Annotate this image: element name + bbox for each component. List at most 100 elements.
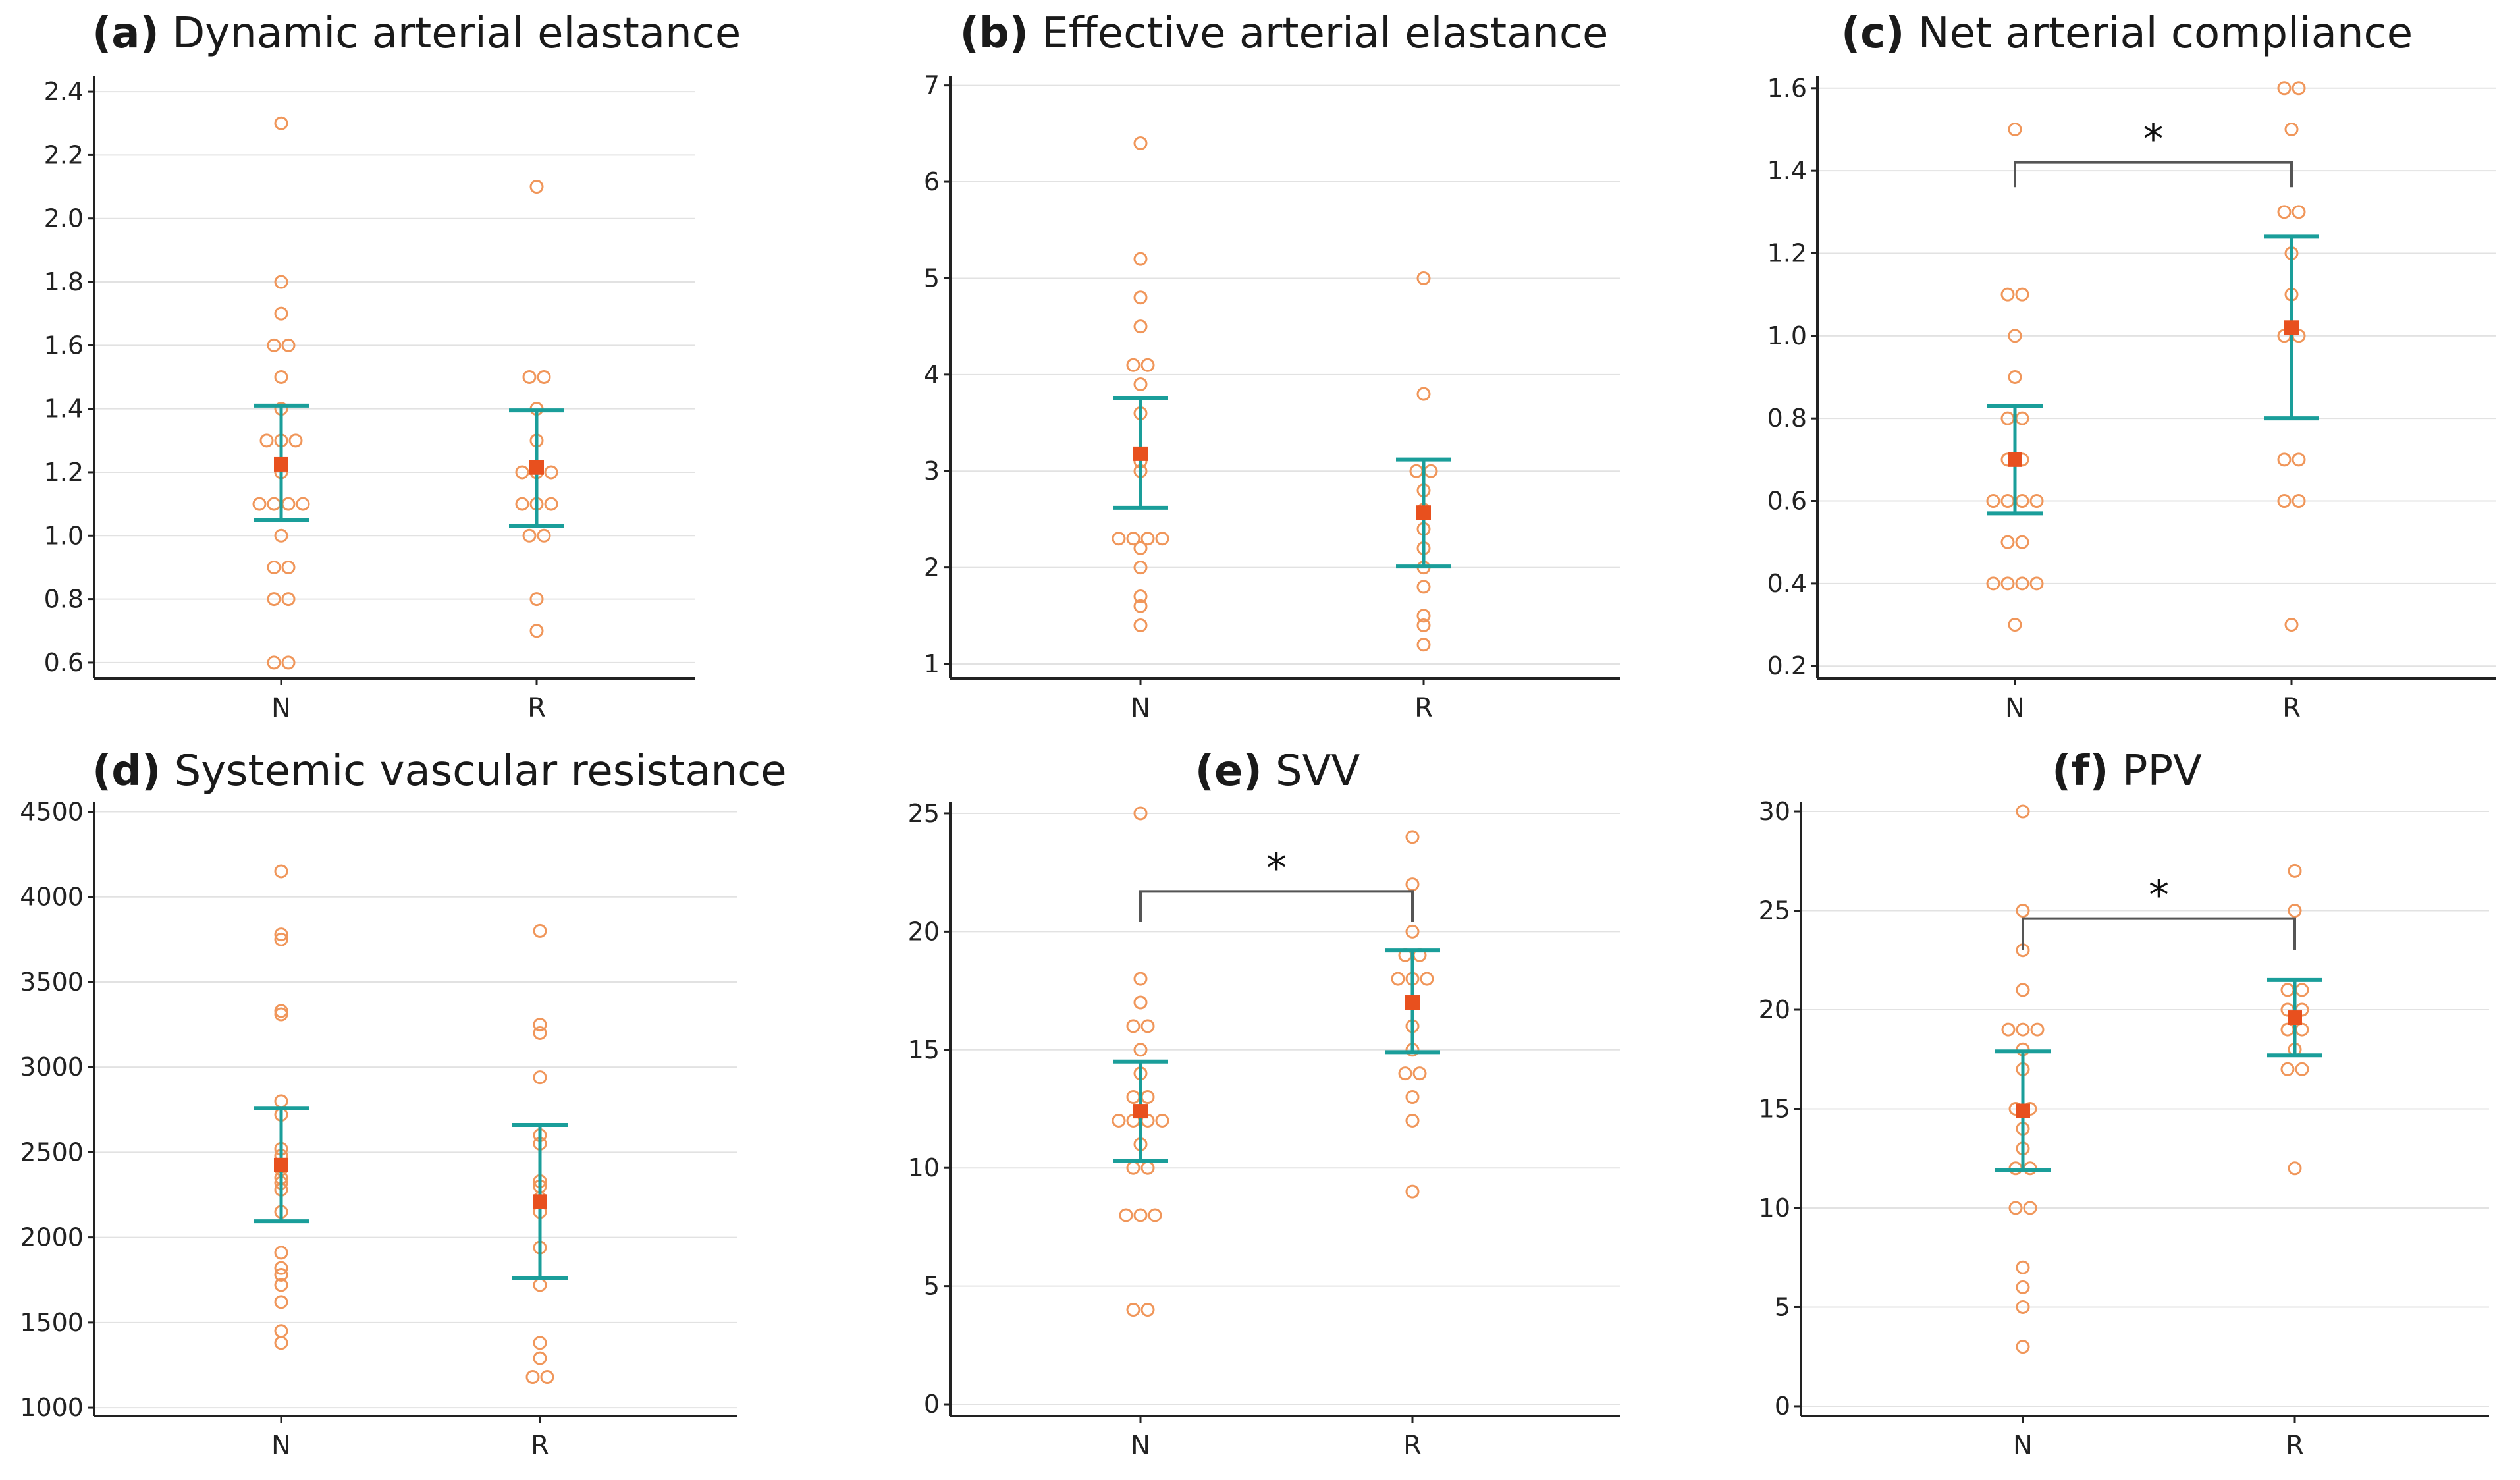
data-point [1140,1019,1155,1033]
data-point [2008,1201,2023,1215]
panel-b: (b) Effective arterial elastance 1 2 3 4 5 6 7… [856,0,1712,738]
data-point [288,433,303,448]
mean-marker [533,1194,547,1209]
data-point [1133,599,1148,613]
panel-letter: (d) [92,747,161,796]
panel-title-b: (b) Effective arterial elastance [955,9,1613,58]
data-point [274,864,288,879]
panel-title-e: (e) SVV [1054,747,1501,796]
data-point [533,1336,547,1350]
data-point [259,433,274,448]
panel-d: (d) Systemic vascular resistance 1000 150… [0,738,856,1477]
significance-bracket [2014,161,2293,188]
y-tick-label: 2.0 [44,204,84,233]
data-point [296,497,310,511]
y-tick-label: 2500 [20,1137,84,1166]
y-tick-label: 6 [924,167,940,196]
data-point [274,528,288,543]
panel-a: (a) Dynamic arterial elastance 0.6 0.8 1.0… [0,0,856,738]
data-point [274,1324,288,1338]
data-point [274,1267,288,1282]
y-tick-label: 4500 [20,798,84,827]
data-point [2015,576,2029,591]
data-point [1148,1208,1162,1222]
data-point [274,306,288,321]
data-point [2015,287,2029,302]
panel-letter: (a) [92,9,159,58]
x-tick-label: R [2286,1431,2304,1461]
data-point [515,465,529,480]
data-point [2288,904,2302,918]
x-tick-label: R [531,1431,549,1461]
data-point [1133,377,1148,391]
data-point [1140,532,1155,546]
mean-marker [2008,452,2022,467]
x-tick-label: N [1131,1431,1150,1461]
data-point [1140,358,1155,372]
data-point [2295,1022,2309,1037]
y-tick-label: 1.4 [44,395,84,424]
y-tick-label: 2.4 [44,77,84,106]
y-tick-label: 2 [924,553,940,582]
data-point [1133,541,1148,555]
data-point [533,1070,547,1085]
y-tick-label: 25 [1759,896,1790,925]
mean-marker [2016,1103,2030,1118]
data-point [1126,1090,1140,1105]
data-point [522,528,537,543]
panel-e: (e) SVV 0 5 10 15 20 25 N R * [856,738,1712,1477]
panel-title-text: PPV [2122,747,2202,796]
data-point [2288,1161,2302,1176]
mean-marker [1405,995,1420,1010]
y-tick-label: 0 [924,1390,940,1419]
data-point [529,180,544,194]
data-point [2292,81,2306,96]
data-point [1405,1090,1420,1105]
plot-a: 0.6 0.8 1.0 1.2 1.4 1.6 1.8 2.0 2.2 2.4 N R [44,76,695,723]
data-point [533,1351,547,1365]
mean-marker [2284,320,2299,335]
data-point [281,560,296,574]
x-tick-label: R [527,693,546,723]
y-tick-label: 20 [1759,995,1790,1024]
data-point [274,1295,288,1309]
x-tick-label: R [1414,693,1433,723]
data-point [1133,806,1148,821]
y-tick-label: 1.6 [44,331,84,360]
data-point [2023,1201,2037,1215]
data-point [267,592,281,607]
data-point [1416,609,1431,623]
data-point [1133,589,1148,604]
mean-marker [1133,1104,1148,1119]
data-point [281,655,296,670]
mean-marker [2288,1010,2302,1026]
data-point [529,624,544,638]
data-point [2000,535,2015,549]
y-tick-label: 30 [1759,797,1790,826]
data-point [1405,1113,1420,1128]
y-tick-label: 0.8 [1767,404,1807,433]
data-point [1126,358,1140,372]
data-point [1112,1113,1126,1128]
data-point [2284,618,2299,632]
data-point [2280,1062,2295,1076]
panel-title-text: Net arterial compliance [1917,9,2413,58]
data-point [281,592,296,607]
data-point [2008,122,2022,136]
panel-letter: (f) [2052,747,2109,796]
plot-e: 0 5 10 15 20 25 N R * [908,799,1620,1461]
data-point [2295,983,2309,997]
data-point [1126,1019,1140,1033]
data-point [274,1336,288,1350]
data-point [1119,1208,1133,1222]
data-point [2001,1022,2016,1037]
mean-marker [1133,446,1148,461]
data-point [2016,804,2030,819]
data-point [274,116,288,130]
data-point [515,497,529,511]
data-point [281,338,296,352]
data-point [1405,924,1420,939]
data-point [2277,205,2292,219]
y-tick-label: 0.6 [1767,487,1807,516]
